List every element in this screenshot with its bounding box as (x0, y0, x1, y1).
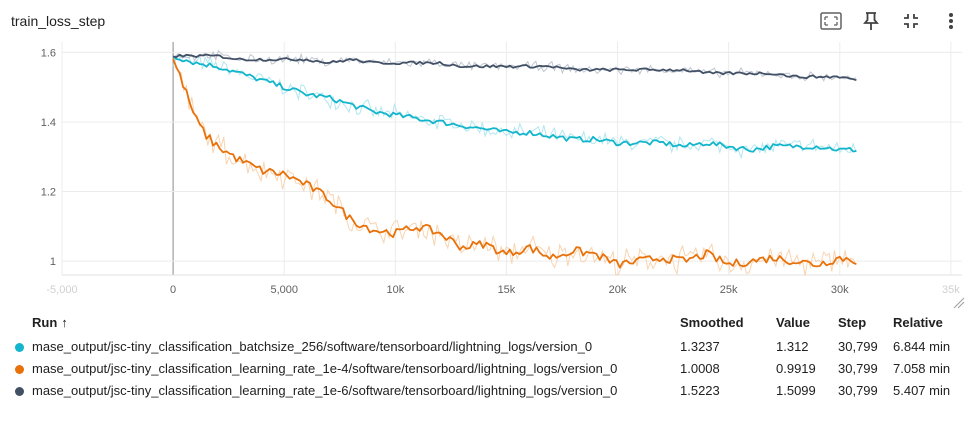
axis-ticks: -5,000 0 5,000 10k 15k 20k 25k 30k 35k 1 1.2 1.4 1.6 (41, 47, 961, 296)
raw-series-layer (172, 49, 857, 276)
y-tick-label: 1.6 (41, 47, 56, 59)
header-run-label: Run (32, 315, 58, 330)
x-tick-label: 35k (942, 284, 960, 296)
run-color-cell (12, 380, 32, 402)
series-line (172, 53, 857, 82)
run-color-dot (15, 343, 24, 353)
x-tick-label: 30k (831, 284, 849, 296)
run-name: mase_output/jsc-tiny_classification_batc… (32, 339, 593, 354)
header-run[interactable]: Run ↑ (32, 313, 680, 336)
step-value: 30,799 (838, 383, 878, 398)
header-color-column (12, 313, 32, 336)
chart-toolbar (818, 8, 964, 34)
collapse-button[interactable] (898, 8, 924, 34)
table-row[interactable]: mase_output/jsc-tiny_classification_batc… (12, 336, 963, 358)
raw-value: 0.9919 (776, 361, 816, 376)
table-row[interactable]: mase_output/jsc-tiny_classification_lear… (12, 380, 963, 402)
pin-button[interactable] (858, 8, 884, 34)
x-tick-label: 5,000 (270, 284, 298, 296)
header-smoothed[interactable]: Smoothed (680, 315, 744, 330)
x-tick-label: 15k (498, 284, 516, 296)
raw-series-line (172, 53, 857, 160)
runs-table-header: Run ↑ Smoothed Value Step Relative (12, 313, 963, 336)
y-tick-label: 1 (50, 256, 56, 268)
run-color-cell (12, 336, 32, 358)
sort-ascending-icon[interactable]: ↑ (61, 315, 68, 330)
x-tick-label: 25k (720, 284, 738, 296)
run-name: mase_output/jsc-tiny_classification_lear… (32, 361, 618, 376)
run-color-cell (12, 358, 32, 380)
raw-value: 1.5099 (776, 383, 816, 398)
relative-time: 5.407 min (893, 383, 951, 398)
raw-value: 1.312 (776, 339, 809, 354)
series-line (172, 55, 857, 153)
more-options-button[interactable] (938, 8, 964, 34)
header-relative[interactable]: Relative (893, 315, 943, 330)
runs-table: Run ↑ Smoothed Value Step Relative mase_o… (12, 313, 963, 402)
header-value[interactable]: Value (776, 315, 810, 330)
relative-time: 7.058 min (893, 361, 951, 376)
raw-series-line (172, 58, 857, 276)
more-vert-icon (949, 13, 953, 29)
y-tick-label: 1.4 (41, 117, 56, 129)
pin-icon (863, 12, 879, 30)
collapse-icon (904, 14, 918, 28)
fit-to-data-icon (820, 12, 842, 30)
step-value: 30,799 (838, 361, 878, 376)
smoothed-value: 1.0008 (680, 361, 720, 376)
raw-series-line (172, 49, 857, 82)
table-row[interactable]: mase_output/jsc-tiny_classification_lear… (12, 358, 963, 380)
x-tick-label: 20k (609, 284, 627, 296)
fit-to-data-button[interactable] (818, 8, 844, 34)
relative-time: 6.844 min (893, 339, 951, 354)
y-tick-label: 1.2 (41, 187, 56, 199)
x-tick-label: -5,000 (46, 284, 77, 296)
run-color-dot (15, 365, 24, 375)
series-line (172, 58, 857, 269)
step-value: 30,799 (838, 339, 878, 354)
line-chart[interactable]: -5,000 0 5,000 10k 15k 20k 25k 30k 35k 1 1.2 1.4 1.6 (0, 40, 972, 312)
x-tick-label: 0 (170, 284, 176, 296)
smoothed-value: 1.3237 (680, 339, 720, 354)
chart-title: train_loss_step (11, 13, 106, 29)
header-step[interactable]: Step (838, 315, 867, 330)
run-name: mase_output/jsc-tiny_classification_lear… (32, 383, 618, 398)
resize-handle-icon[interactable] (953, 297, 965, 309)
smoothed-value: 1.5223 (680, 383, 720, 398)
x-tick-label: 10k (386, 284, 404, 296)
smoothed-series-layer (172, 53, 858, 269)
run-color-dot (15, 387, 24, 397)
